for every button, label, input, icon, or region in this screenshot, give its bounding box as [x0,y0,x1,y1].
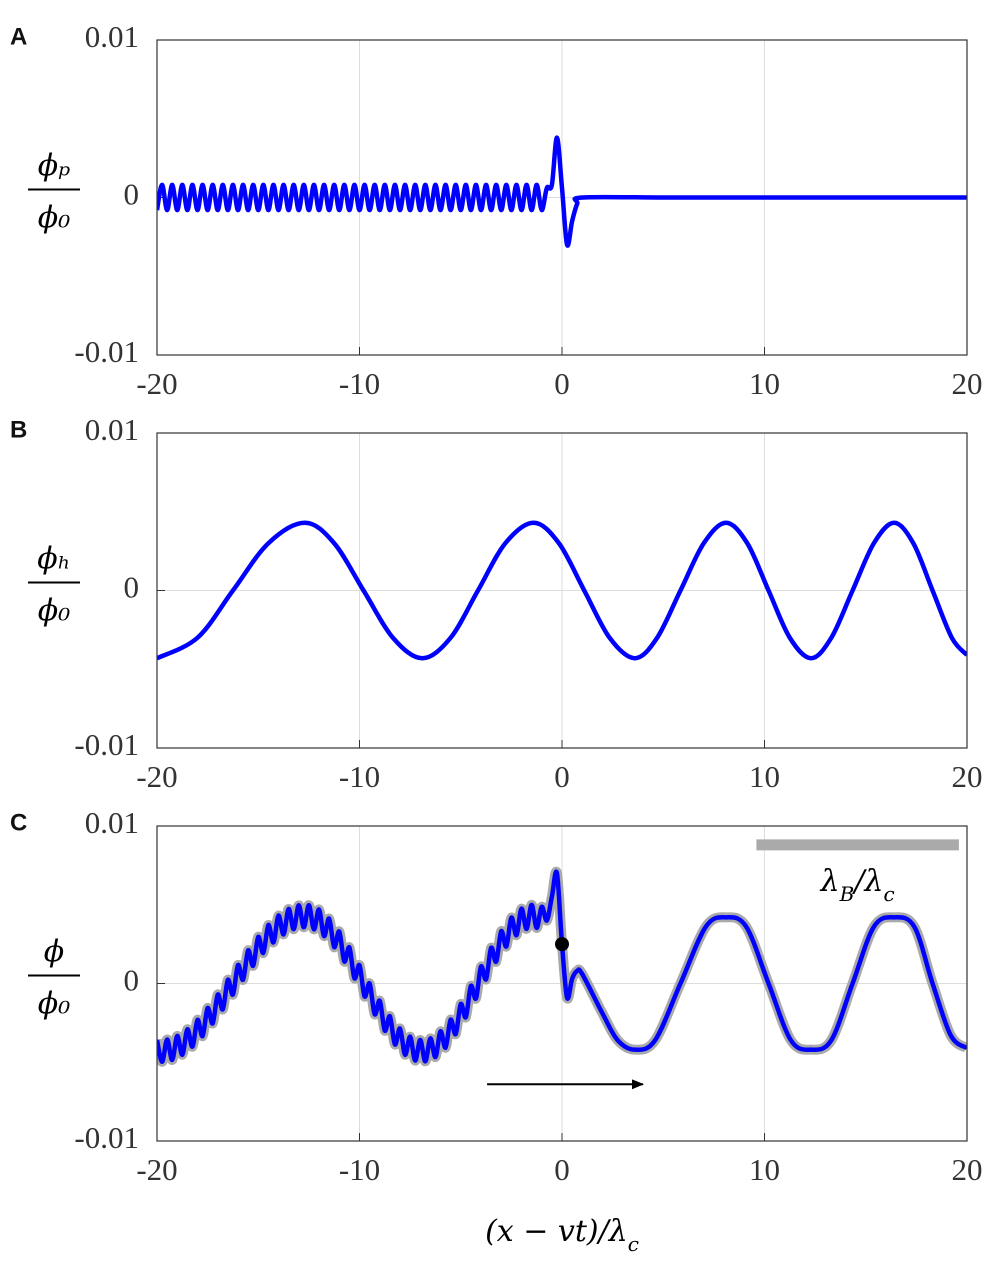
y-label-numerator: ϕₚ [38,149,70,184]
x-tick-label: -10 [339,366,380,401]
y-label-denominator: ϕ₀ [38,987,70,1022]
scale-bar-label: λB/λc [820,864,895,906]
y-label-numerator: ϕₕ [37,542,70,577]
x-tick-label: 10 [749,759,780,794]
label-part: B [839,881,855,905]
x-tick-label: 20 [952,366,983,401]
y-tick-label: 0 [124,570,140,605]
label-part: (x − vt)/λ [485,1214,628,1249]
x-tick-label: 0 [554,1152,570,1187]
label-part: λ [820,864,840,899]
y-label-denominator: ϕ₀ [38,594,70,629]
panel-label: A [10,23,27,50]
x-tick-label: 20 [952,759,983,794]
panel-label: C [10,809,27,836]
axes-frame [156,825,968,1142]
x-tick-label: 0 [554,759,570,794]
panel-label: B [10,416,27,443]
axes-frame [156,39,968,356]
x-tick-label: 20 [952,1152,983,1187]
series-line [157,135,967,248]
axes-frame [156,432,968,749]
label-part: /λ [851,864,883,899]
x-tick-label: 10 [749,1152,780,1187]
y-tick-label: 0 [124,177,140,212]
y-tick-label: 0.01 [85,412,139,447]
y-tick-label: 0.01 [85,19,139,54]
series-line [157,520,967,661]
y-tick-label: 0 [124,963,140,998]
x-tick-label: -10 [339,1152,380,1187]
x-tick-label: -20 [136,1152,177,1187]
series-line [157,869,967,1065]
y-tick-label: -0.01 [74,1120,139,1155]
x-tick-label: -20 [136,759,177,794]
label-part: c [628,1232,639,1256]
x-tick-label: 0 [554,366,570,401]
x-tick-label: 10 [749,366,780,401]
y-tick-label: 0.01 [85,805,139,840]
marker-dot [555,937,569,952]
label-part: c [883,881,894,905]
y-tick-label: -0.01 [74,334,139,369]
y-tick-label: -0.01 [74,727,139,762]
y-label-denominator: ϕ₀ [38,201,70,236]
x-label: (x − vt)/λc [485,1214,639,1256]
x-tick-label: -20 [136,366,177,401]
x-tick-label: -10 [339,759,380,794]
y-label-numerator: ϕ [44,935,64,970]
